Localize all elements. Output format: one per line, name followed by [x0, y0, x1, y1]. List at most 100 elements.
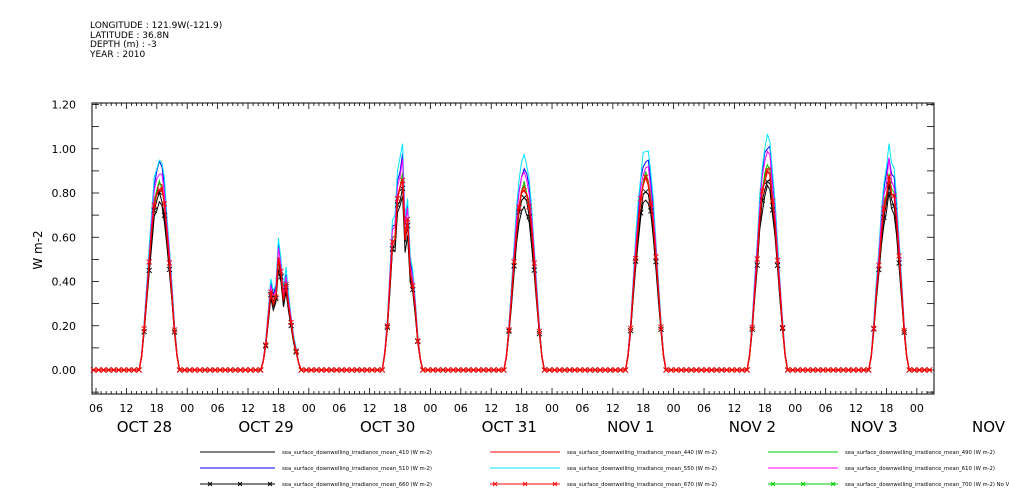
- series-marker: [749, 324, 755, 331]
- x-tick-label: 06: [211, 402, 225, 415]
- series-marker: [394, 195, 401, 202]
- series-marker: [308, 367, 315, 373]
- x-tick-label: 00: [788, 402, 802, 415]
- series-marker: [784, 367, 791, 373]
- series-marker: [470, 367, 477, 373]
- series-marker: [546, 367, 553, 373]
- series-marker: [465, 367, 472, 373]
- series-marker: [521, 194, 527, 201]
- series-marker: [115, 367, 122, 373]
- series-marker: [100, 367, 107, 373]
- series-marker: [561, 367, 568, 373]
- series-marker: [663, 367, 669, 373]
- series-marker: [227, 367, 234, 373]
- series-marker: [627, 325, 634, 332]
- series-marker: [916, 367, 923, 373]
- series-marker: [779, 324, 786, 331]
- series-marker: [855, 367, 862, 373]
- series-marker: [587, 367, 593, 373]
- series-marker: [126, 367, 132, 373]
- series-marker: [349, 367, 355, 373]
- series-marker: [186, 367, 193, 373]
- series-marker: [197, 367, 203, 373]
- series-marker: [698, 367, 705, 373]
- series-marker: [293, 348, 299, 354]
- series-marker: [926, 367, 933, 373]
- series-marker: [420, 367, 426, 373]
- x-tick-label: 12: [606, 402, 620, 415]
- series-marker: [384, 323, 391, 329]
- series-marker: [364, 367, 370, 373]
- series-marker: [490, 367, 497, 373]
- x-tick-label: 12: [363, 402, 377, 415]
- series-marker: [369, 367, 375, 373]
- legend-label: sea_surface_downwelling_irradiance_mean_…: [845, 482, 1009, 488]
- y-tick-label: 0.60: [52, 231, 77, 244]
- series-marker: [551, 367, 558, 373]
- longitude-text: LONGITUDE : 121.9W(-121.9): [90, 21, 223, 31]
- series-layer: [90, 133, 933, 373]
- x-tick-label: 06: [575, 402, 589, 415]
- series-marker: [556, 367, 563, 373]
- plot-axes: 06 12 18 00 06 12 18 00 06 12 18 00 06 12 18 00 06 12 18 00…: [31, 99, 1009, 437]
- series-marker: [516, 204, 522, 211]
- x-tick-label: 18: [393, 402, 407, 415]
- x-tick-label: 00: [545, 402, 559, 415]
- legend-label: sea_surface_downwelling_irradiance_mean_…: [567, 450, 717, 456]
- series-marker: [536, 328, 543, 335]
- series-marker: [90, 367, 97, 373]
- series-marker: [648, 201, 654, 207]
- series-marker: [354, 367, 360, 373]
- x-tick-label: 12: [241, 402, 255, 415]
- x-tick-label: 12: [119, 402, 133, 415]
- series-marker: [278, 268, 284, 275]
- series-marker: [637, 195, 644, 202]
- series-marker: [901, 327, 908, 334]
- series-marker: [612, 367, 619, 373]
- series-marker: [166, 260, 173, 266]
- series-marker: [262, 342, 269, 348]
- series-marker: [739, 367, 745, 373]
- series-marker: [642, 174, 649, 180]
- x-tick-label: 00: [910, 402, 924, 415]
- legend-label: sea_surface_downwelling_irradiance_mean_…: [567, 482, 717, 488]
- series-marker: [592, 367, 598, 373]
- legend: sea_surface_downwelling_irradiance_mean_…: [200, 450, 1009, 488]
- legend-entry: sea_surface_downwelling_irradiance_mean_…: [490, 466, 717, 472]
- series-marker: [328, 367, 335, 373]
- series-marker: [273, 294, 279, 300]
- series-marker: [815, 367, 821, 373]
- legend-entry: sea_surface_downwelling_irradiance_mean_…: [200, 466, 432, 472]
- series-marker: [430, 367, 436, 373]
- series-marker: [754, 256, 761, 262]
- series-marker: [642, 189, 649, 195]
- series-marker: [800, 367, 806, 373]
- y-tick-label: 0.80: [52, 187, 77, 200]
- x-tick-label: 00: [180, 402, 194, 415]
- x-tick-label: 18: [758, 402, 772, 415]
- series-marker: [176, 367, 183, 373]
- legend-entry: sea_surface_downwelling_irradiance_mean_…: [200, 481, 432, 488]
- series-marker: [247, 367, 254, 373]
- legend-label: sea_surface_downwelling_irradiance_mean_…: [282, 482, 432, 488]
- series-marker: [257, 367, 264, 373]
- series-marker: [668, 367, 674, 373]
- series-marker: [617, 367, 624, 373]
- series-marker: [673, 367, 679, 373]
- series-marker: [313, 367, 320, 373]
- series-marker: [526, 203, 533, 210]
- series-marker: [121, 367, 127, 373]
- series-marker: [541, 367, 548, 373]
- x-tick-label: 00: [667, 402, 681, 415]
- series-marker: [678, 367, 685, 373]
- series-marker: [506, 326, 512, 333]
- series-marker: [161, 201, 168, 207]
- x-tick-label: 18: [271, 402, 285, 415]
- series-marker: [105, 367, 112, 373]
- series-marker: [379, 367, 386, 373]
- legend-label: sea_surface_downwelling_irradiance_mean_…: [845, 450, 995, 456]
- series-marker: [343, 367, 350, 373]
- series-marker: [237, 367, 244, 373]
- series-marker: [445, 367, 451, 373]
